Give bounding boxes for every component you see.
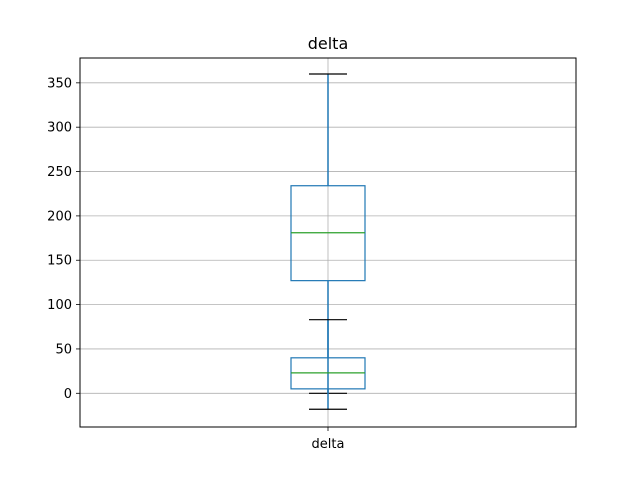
box-series [290, 73, 366, 410]
x-tick-label: delta [312, 437, 345, 452]
x-axis: delta [312, 427, 345, 452]
y-tick-label: 50 [55, 342, 72, 357]
y-tick-label: 150 [47, 254, 72, 269]
y-tick-label: 200 [47, 209, 72, 224]
y-axis: 0 50 100 150 200 250 300 350 [47, 76, 80, 402]
chart-title: delta [308, 34, 349, 53]
y-tick-label: 300 [47, 121, 72, 136]
y-tick-label: 350 [47, 76, 72, 91]
y-tick-label: 250 [47, 165, 72, 180]
y-tick-label: 0 [64, 387, 72, 402]
y-tick-label: 100 [47, 298, 72, 313]
